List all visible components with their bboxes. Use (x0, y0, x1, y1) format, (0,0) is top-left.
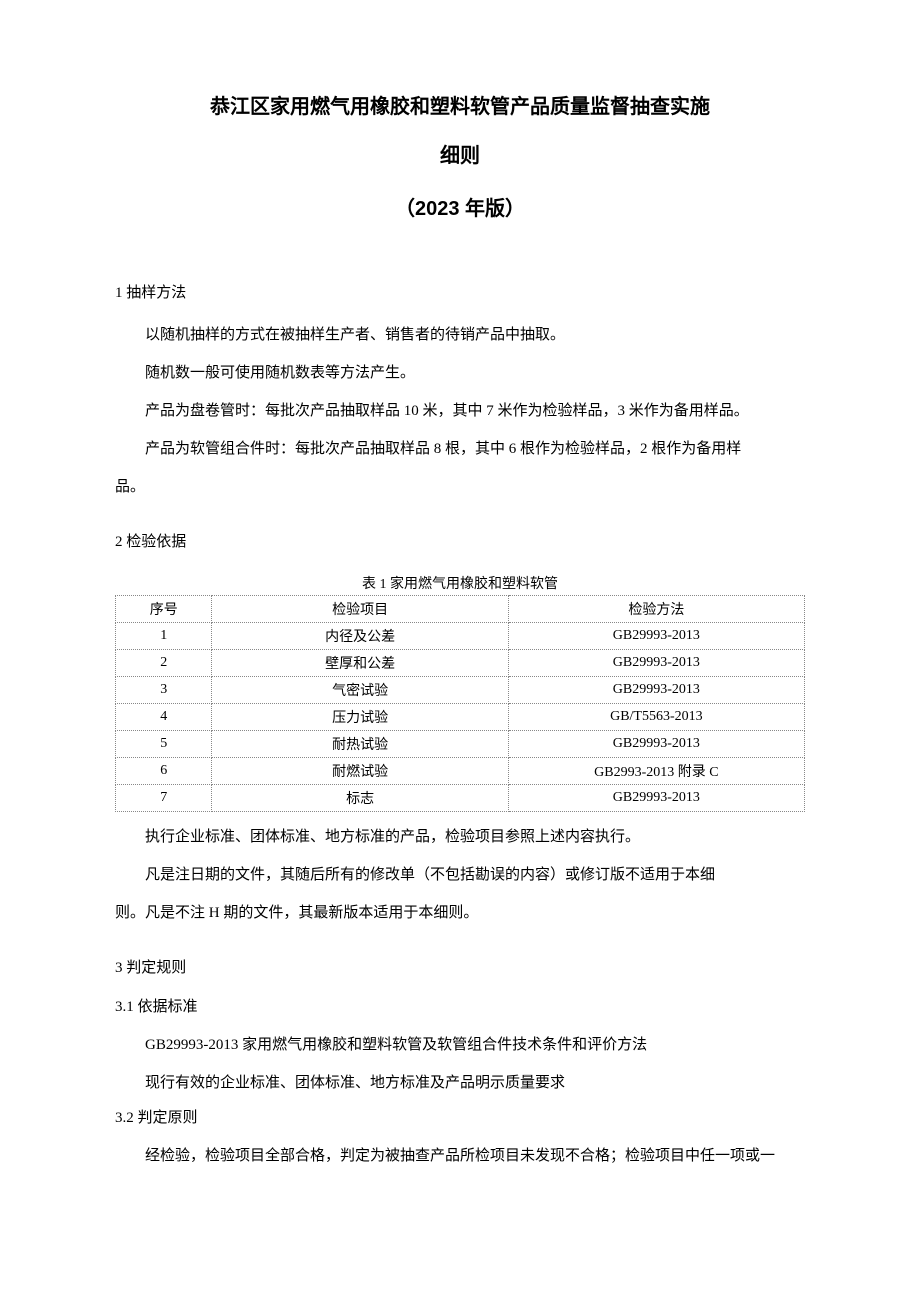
section-1-p3: 产品为盘卷管时：每批次产品抽取样品 10 米，其中 7 米作为检验样品，3 米作… (115, 396, 805, 426)
table-row: 7 标志 GB29993-2013 (116, 785, 805, 812)
section-1-p1: 以随机抽样的方式在被抽样生产者、销售者的待销产品中抽取。 (115, 320, 805, 350)
table-cell-item: 耐热试验 (212, 731, 508, 758)
document-title-line1: 恭江区家用燃气用橡胶和塑料软管产品质量监督抽查实施 (115, 90, 805, 119)
section-2-heading: 2 检验依据 (115, 530, 805, 551)
section-1-p4-cont: 品。 (115, 472, 805, 502)
section-2-p2: 凡是注日期的文件，其随后所有的修改单（不包括勘误的内容）或修订版不适用于本细 (115, 860, 805, 890)
table-header-row: 序号 检验项目 检验方法 (116, 596, 805, 623)
table-cell-item: 气密试验 (212, 677, 508, 704)
table-cell-item: 耐燃试验 (212, 758, 508, 785)
table-row: 1 内径及公差 GB29993-2013 (116, 623, 805, 650)
table-cell-item: 标志 (212, 785, 508, 812)
section-3-heading: 3 判定规则 (115, 956, 805, 977)
table-cell-item: 内径及公差 (212, 623, 508, 650)
table-cell-method: GB2993-2013 附录 C (508, 758, 804, 785)
table-row: 6 耐燃试验 GB2993-2013 附录 C (116, 758, 805, 785)
table-row: 3 气密试验 GB29993-2013 (116, 677, 805, 704)
table-cell-method: GB29993-2013 (508, 623, 804, 650)
table-1-caption: 表 1 家用燃气用橡胶和塑料软管 (115, 573, 805, 593)
section-1-p4: 产品为软管组合件时：每批次产品抽取样品 8 根，其中 6 根作为检验样品，2 根… (115, 434, 805, 464)
section-1-heading: 1 抽样方法 (115, 281, 805, 302)
table-cell-seq: 1 (116, 623, 212, 650)
table-cell-method: GB29993-2013 (508, 785, 804, 812)
section-3-2-p1: 经检验，检验项目全部合格，判定为被抽查产品所检项目未发现不合格；检验项目中任一项… (115, 1141, 805, 1171)
table-header-seq: 序号 (116, 596, 212, 623)
table-cell-seq: 6 (116, 758, 212, 785)
table-cell-method: GB29993-2013 (508, 650, 804, 677)
section-3-1-heading: 3.1 依据标准 (115, 995, 805, 1016)
table-cell-method: GB29993-2013 (508, 677, 804, 704)
table-header-method: 检验方法 (508, 596, 804, 623)
table-cell-seq: 2 (116, 650, 212, 677)
document-version: （2023 年版） (115, 192, 805, 221)
section-3-1-p2: 现行有效的企业标准、团体标准、地方标准及产品明示质量要求 (115, 1068, 805, 1098)
table-cell-seq: 3 (116, 677, 212, 704)
table-cell-seq: 7 (116, 785, 212, 812)
table-row: 4 压力试验 GB/T5563-2013 (116, 704, 805, 731)
table-cell-seq: 5 (116, 731, 212, 758)
section-3-1-p1: GB29993-2013 家用燃气用橡胶和塑料软管及软管组合件技术条件和评价方法 (115, 1030, 805, 1060)
section-3-2-heading: 3.2 判定原则 (115, 1106, 805, 1127)
table-row: 2 壁厚和公差 GB29993-2013 (116, 650, 805, 677)
section-2-p2-cont: 则。凡是不注 H 期的文件，其最新版本适用于本细则。 (115, 898, 805, 928)
table-header-item: 检验项目 (212, 596, 508, 623)
document-title-line2: 细则 (115, 139, 805, 168)
section-1-p2: 随机数一般可使用随机数表等方法产生。 (115, 358, 805, 388)
table-cell-item: 壁厚和公差 (212, 650, 508, 677)
table-cell-method: GB/T5563-2013 (508, 704, 804, 731)
inspection-table: 序号 检验项目 检验方法 1 内径及公差 GB29993-2013 2 壁厚和公… (115, 595, 805, 812)
table-cell-method: GB29993-2013 (508, 731, 804, 758)
table-cell-item: 压力试验 (212, 704, 508, 731)
table-cell-seq: 4 (116, 704, 212, 731)
table-row: 5 耐热试验 GB29993-2013 (116, 731, 805, 758)
section-2-p1: 执行企业标准、团体标准、地方标准的产品，检验项目参照上述内容执行。 (115, 822, 805, 852)
